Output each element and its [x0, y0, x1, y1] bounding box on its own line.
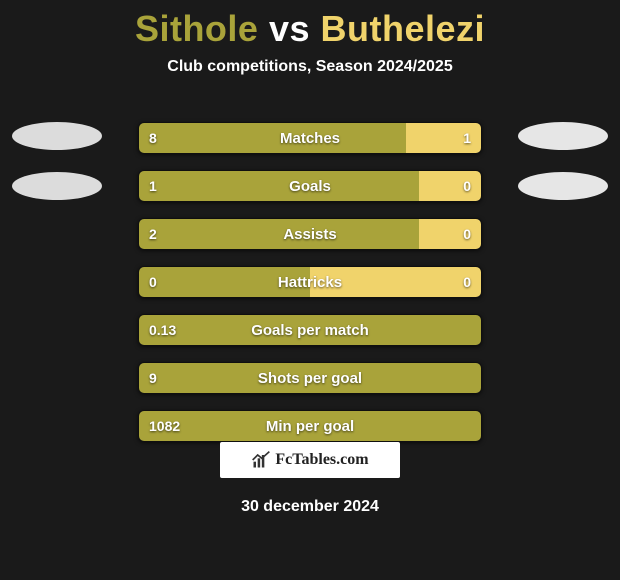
stat-label: Matches [139, 123, 481, 153]
stat-label: Shots per goal [139, 363, 481, 393]
avatar-placeholder-icon [518, 172, 608, 200]
stat-row: 1082Min per goal [138, 410, 482, 442]
stat-label: Min per goal [139, 411, 481, 441]
stat-row: 00Hattricks [138, 266, 482, 298]
watermark: FcTables.com [220, 442, 400, 478]
avatar-left [12, 122, 102, 222]
stat-row: 81Matches [138, 122, 482, 154]
player2-name: Buthelezi [321, 8, 486, 49]
stat-bars: 81Matches 10Goals 20Assists 00Hattricks 0.13… [138, 122, 482, 458]
chart-icon [251, 450, 271, 470]
avatar-placeholder-icon [12, 172, 102, 200]
stat-row: 0.13Goals per match [138, 314, 482, 346]
stat-row: 9Shots per goal [138, 362, 482, 394]
stat-label: Hattricks [139, 267, 481, 297]
avatar-right [518, 122, 608, 222]
stat-label: Assists [139, 219, 481, 249]
stat-label: Goals [139, 171, 481, 201]
stat-row: 20Assists [138, 218, 482, 250]
comparison-infographic: Sithole vs Buthelezi Club competitions, … [0, 0, 620, 580]
stat-label: Goals per match [139, 315, 481, 345]
vs-label: vs [269, 8, 310, 49]
watermark-text: FcTables.com [275, 451, 368, 469]
subtitle: Club competitions, Season 2024/2025 [0, 58, 620, 76]
stat-row: 10Goals [138, 170, 482, 202]
date-label: 30 december 2024 [0, 498, 620, 516]
player1-name: Sithole [135, 8, 259, 49]
title: Sithole vs Buthelezi [0, 0, 620, 50]
avatar-placeholder-icon [518, 122, 608, 150]
avatar-placeholder-icon [12, 122, 102, 150]
